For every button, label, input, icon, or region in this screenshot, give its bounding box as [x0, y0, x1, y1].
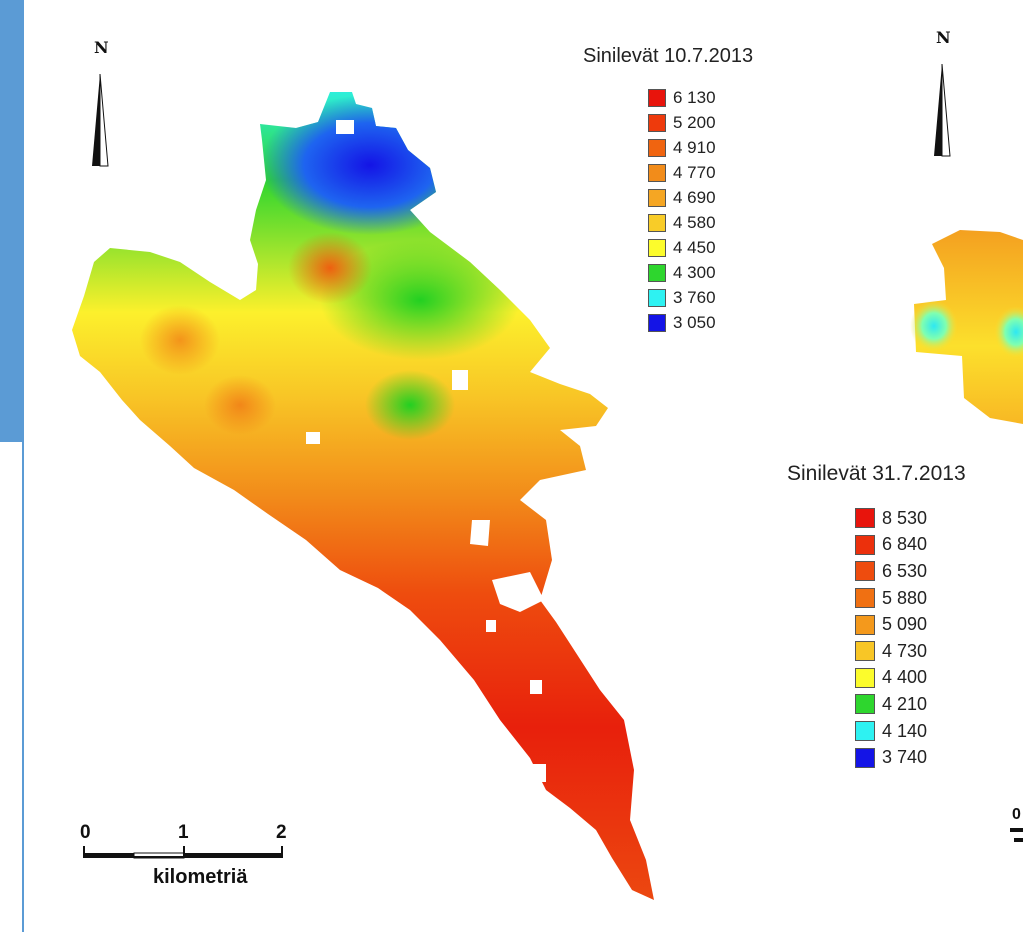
legend-label: 4 910 — [673, 137, 716, 157]
legend-swatch — [648, 213, 666, 232]
legend-swatch — [648, 88, 666, 107]
legend-swatch — [855, 561, 875, 582]
legend-item: 8 530 — [855, 505, 927, 532]
legend-swatch — [648, 313, 666, 332]
legend-label: 4 580 — [673, 212, 716, 232]
scale-tick-0-partial: 0 — [1012, 806, 1021, 823]
lake-map-31-7-2013 — [910, 230, 1023, 424]
legend-item: 6 530 — [855, 558, 927, 585]
legend-swatch — [648, 238, 666, 257]
legend-item: 5 200 — [648, 110, 716, 135]
legend-swatch — [648, 138, 666, 157]
slide-frame-border — [0, 442, 24, 932]
legend-label: 4 690 — [673, 187, 716, 207]
legend-swatch — [855, 667, 875, 688]
legend-item: 6 840 — [855, 532, 927, 559]
legend-item: 5 090 — [855, 611, 927, 638]
legend-swatch — [648, 113, 666, 132]
legend-label: 6 530 — [882, 560, 928, 581]
legend-item: 4 730 — [855, 638, 927, 665]
legend-swatch — [648, 263, 666, 282]
legend-label: 8 530 — [882, 507, 928, 528]
legend-item: 6 130 — [648, 85, 716, 110]
legend-item: 3 760 — [648, 285, 716, 310]
scale-bar-2-partial — [1010, 828, 1023, 842]
lake-map-10-7-2013 — [72, 92, 654, 900]
legend-title-2: Sinilevät 31.7.2013 — [787, 462, 966, 485]
legend-swatch — [855, 641, 875, 662]
legend-label: 3 760 — [673, 287, 716, 307]
legend-10-7-2013: Sinilevät 10.7.2013 — [583, 45, 753, 68]
legend-label: 5 090 — [882, 614, 928, 635]
legend-item: 4 910 — [648, 135, 716, 160]
legend-31-7-2013: Sinilevät 31.7.2013 — [787, 462, 966, 486]
legend-items-31-7-2013: 8 530 6 840 6 530 5 880 5 090 4 730 4 400 4 210… — [855, 505, 927, 771]
legend-item: 5 880 — [855, 585, 927, 612]
legend-label: 3 050 — [673, 312, 716, 332]
legend-item: 4 690 — [648, 185, 716, 210]
legend-label: 3 740 — [882, 747, 928, 768]
legend-label: 4 770 — [673, 162, 716, 182]
legend-label: 4 400 — [882, 667, 928, 688]
legend-label: 6 840 — [882, 534, 928, 555]
legend-swatch — [855, 588, 875, 609]
legend-item: 3 740 — [855, 744, 927, 771]
legend-label: 6 130 — [673, 87, 716, 107]
north-label-2: N — [936, 28, 951, 47]
legend-item: 4 140 — [855, 718, 927, 745]
scale-tick-2: 2 — [276, 822, 287, 843]
legend-swatch — [855, 747, 875, 768]
legend-swatch — [855, 534, 875, 555]
scale-bar — [83, 846, 283, 859]
legend-label: 4 210 — [882, 693, 928, 714]
legend-label: 4 300 — [673, 262, 716, 282]
legend-item: 4 450 — [648, 235, 716, 260]
legend-swatch — [648, 163, 666, 182]
legend-item: 4 300 — [648, 260, 716, 285]
legend-item: 4 580 — [648, 210, 716, 235]
legend-label: 4 450 — [673, 237, 716, 257]
legend-swatch — [855, 721, 875, 742]
legend-title: Sinilevät 10.7.2013 — [583, 45, 754, 67]
legend-label: 5 200 — [673, 112, 716, 132]
legend-item: 3 050 — [648, 310, 716, 335]
legend-label: 5 880 — [882, 587, 928, 608]
legend-item: 4 770 — [648, 160, 716, 185]
legend-items-10-7-2013: 6 130 5 200 4 910 4 770 4 690 4 580 4 450 4 300… — [648, 85, 716, 335]
north-arrow-icon — [92, 73, 109, 167]
scale-unit: kilometriä — [153, 866, 248, 888]
islands — [306, 120, 546, 782]
legend-swatch — [648, 188, 666, 207]
slide-accent-bar — [0, 0, 24, 442]
legend-label: 4 730 — [882, 640, 928, 661]
north-arrow-icon-2 — [934, 63, 951, 157]
legend-item: 4 210 — [855, 691, 927, 718]
legend-swatch — [855, 694, 875, 715]
legend-swatch — [855, 614, 875, 635]
scale-tick-0: 0 — [80, 822, 91, 843]
north-label: N — [94, 38, 109, 57]
legend-item: 4 400 — [855, 665, 927, 692]
legend-swatch — [648, 288, 666, 307]
legend-label: 4 140 — [882, 720, 928, 741]
legend-swatch — [855, 508, 875, 529]
scale-tick-1: 1 — [178, 822, 189, 843]
